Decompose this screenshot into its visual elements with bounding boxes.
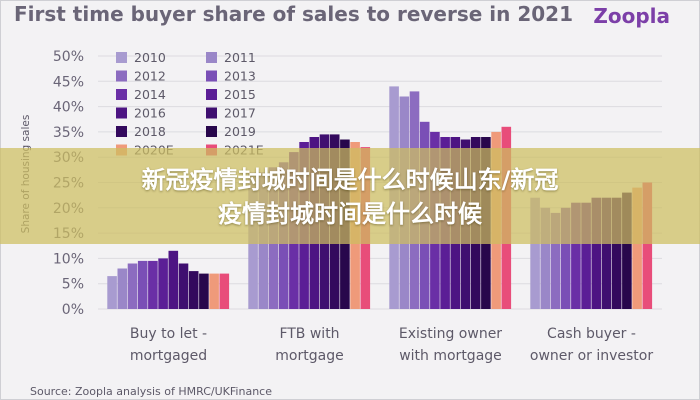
bar-2021e-0: [219, 273, 230, 309]
x-category-label: Buy to let -: [130, 326, 207, 342]
chart-title: First time buyer share of sales to rever…: [14, 2, 574, 26]
bar-2018-3: [611, 197, 622, 309]
legend: 2010 2011 2012 2013 2014 2015 2016 2017 2018 2019…: [116, 50, 264, 158]
bar-2020e-0: [209, 273, 219, 309]
legend-swatch-2010: [116, 52, 127, 63]
bar-2010-3: [530, 197, 540, 309]
legend-swatch-2018: [116, 126, 127, 137]
bar-2021e-3: [642, 182, 653, 309]
x-category-label: mortgaged: [130, 348, 207, 364]
legend-label-2019: 2019: [224, 124, 256, 139]
legend-label-2013: 2013: [224, 69, 256, 84]
bar-2014-0: [148, 260, 158, 309]
bar-2010-0: [107, 276, 117, 309]
overlay-line-1: 新冠疫情封城时间是什么时候山东/新冠: [141, 166, 559, 194]
bar-2015-3: [581, 202, 591, 309]
bar-2018-0: [188, 271, 199, 309]
bar-2017-0: [178, 263, 189, 309]
bar-2017-3: [601, 197, 612, 309]
bar-2013-0: [137, 260, 148, 309]
source-note: Source: Zoopla analysis of HMRC/UKFinanc…: [30, 385, 272, 398]
bar-2019-0: [199, 273, 209, 309]
x-category-label: FTB with: [279, 326, 339, 342]
legend-swatch-2017: [206, 107, 217, 119]
y-tick-label: 10%: [53, 251, 84, 267]
bar-2019-3: [622, 192, 632, 309]
overlay-banner-text: 新冠疫情封城时间是什么时候山东/新冠 疫情封城时间是什么时候: [0, 163, 700, 231]
legend-label-2014: 2014: [134, 87, 166, 102]
legend-label-2015: 2015: [224, 87, 256, 102]
legend-swatch-2014: [116, 89, 127, 100]
legend-swatch-2016: [116, 107, 127, 119]
y-tick-label: 5%: [62, 277, 84, 293]
legend-swatch-2015: [206, 89, 217, 100]
x-axis-categories: Buy to let - mortgaged FTB with mortgage Exi…: [130, 326, 654, 364]
legend-label-2010: 2010: [134, 50, 166, 65]
legend-swatch-2011: [206, 52, 217, 63]
y-tick-label: 50%: [53, 49, 84, 65]
legend-swatch-2013: [206, 70, 217, 82]
x-category-label: mortgage: [275, 348, 343, 364]
bar-2012-0: [127, 263, 138, 309]
x-category-label: with mortgage: [399, 348, 502, 364]
bar-2013-3: [560, 207, 571, 309]
legend-swatch-2019: [206, 126, 217, 137]
legend-label-2018: 2018: [134, 124, 166, 139]
bar-2011-0: [117, 268, 128, 309]
legend-label-2011: 2011: [224, 50, 256, 65]
x-category-label: owner or investor: [530, 348, 653, 364]
legend-label-2012: 2012: [134, 69, 166, 84]
overlay-line-2: 疫情封城时间是什么时候: [218, 200, 482, 228]
bar-2012-3: [550, 212, 561, 309]
bar-2016-3: [591, 197, 602, 309]
y-tick-label: 45%: [53, 74, 84, 90]
legend-swatch-2012: [116, 70, 127, 82]
legend-label-2016: 2016: [134, 106, 166, 121]
x-category-label: Cash buyer -: [547, 326, 636, 342]
bar-2014-3: [571, 202, 581, 309]
bar-2020e-3: [632, 187, 642, 309]
y-tick-label: 40%: [53, 100, 84, 116]
bar-2015-0: [158, 258, 168, 309]
overlay-banner: [0, 148, 700, 244]
zoopla-logo: Zoopla: [593, 4, 670, 28]
bar-2016-0: [168, 250, 179, 309]
bar-2011-3: [540, 207, 551, 309]
y-tick-label: 35%: [53, 125, 84, 141]
legend-label-2017: 2017: [224, 106, 256, 121]
x-category-label: Existing owner: [399, 326, 502, 342]
y-tick-label: 0%: [62, 302, 84, 318]
